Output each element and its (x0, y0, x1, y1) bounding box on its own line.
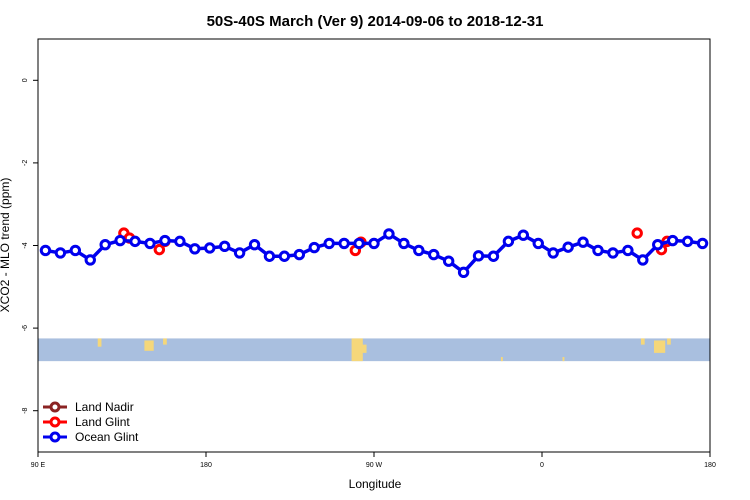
point-ocean-glint (233, 247, 246, 259)
point-land-glint (153, 243, 166, 256)
y-axis: 0 -2 -4 -6 -8 (22, 78, 38, 414)
land-patch (144, 340, 154, 351)
point-ocean-glint (383, 228, 395, 240)
land-patch (500, 357, 503, 362)
point-ocean-glint (517, 229, 530, 241)
point-ocean-glint (99, 238, 111, 251)
map-strip (38, 338, 710, 362)
legend-label: Ocean Glint (75, 430, 139, 444)
point-ocean-glint (69, 244, 82, 257)
y-tick-label: 0 (22, 78, 29, 82)
point-ocean-glint (114, 234, 126, 247)
x-axis-label: Longitude (349, 477, 402, 491)
ocean-band (38, 338, 710, 362)
point-ocean-glint (547, 247, 559, 259)
legend-label: Land Glint (75, 415, 130, 429)
legend-marker (49, 431, 61, 443)
point-ocean-glint (278, 250, 291, 262)
point-ocean-glint (637, 254, 649, 266)
point-ocean-glint (472, 250, 485, 262)
series-ocean-glint (39, 228, 709, 279)
point-ocean-glint (502, 235, 515, 248)
point-ocean-glint (174, 235, 186, 248)
x-tick-label: 180 (200, 462, 212, 469)
legend-marker (49, 416, 61, 428)
point-ocean-glint (428, 248, 440, 261)
point-ocean-glint (532, 237, 544, 250)
series-layer (39, 227, 709, 279)
point-ocean-glint (189, 243, 201, 255)
point-ocean-glint (487, 250, 500, 262)
y-tick-label: -2 (22, 160, 29, 166)
point-ocean-glint (353, 237, 365, 250)
point-ocean-glint (293, 248, 306, 261)
y-tick-label: -6 (22, 325, 29, 331)
x-axis: 90 E 180 90 W 0 180 (31, 452, 716, 469)
point-ocean-glint (84, 254, 96, 266)
point-ocean-glint (368, 237, 380, 250)
land-patch (640, 338, 645, 345)
x-tick-label: 90 W (366, 462, 383, 469)
point-land-glint (631, 227, 643, 239)
point-ocean-glint (607, 247, 619, 259)
point-ocean-glint (681, 235, 694, 248)
land-patch (97, 338, 102, 347)
point-ocean-glint (696, 237, 709, 250)
land-patch (163, 338, 167, 345)
point-ocean-glint (263, 250, 276, 262)
point-ocean-glint (39, 244, 52, 257)
point-ocean-glint (144, 237, 156, 250)
chart-title: 50S-40S March (Ver 9) 2014-09-06 to 2018… (207, 13, 544, 30)
point-ocean-glint (666, 234, 679, 247)
point-ocean-glint (248, 238, 261, 251)
land-patch (654, 340, 666, 353)
point-ocean-glint (413, 244, 425, 257)
land-patch (562, 357, 565, 362)
point-ocean-glint (204, 242, 216, 254)
legend-item-ocean-glint: Ocean Glint (43, 430, 139, 444)
y-axis-label: XCO2 - MLO trend (ppm) (0, 178, 12, 313)
y-tick-label: -8 (22, 407, 29, 413)
point-ocean-glint (218, 240, 231, 253)
land-patch (667, 338, 671, 345)
y-tick-label: -4 (22, 242, 29, 248)
point-ocean-glint (54, 247, 67, 259)
point-ocean-glint (159, 234, 171, 247)
point-ocean-glint (398, 237, 410, 250)
point-ocean-glint (323, 237, 335, 250)
x-tick-label: 180 (704, 462, 716, 469)
point-ocean-glint (442, 255, 455, 267)
point-ocean-glint (562, 241, 574, 253)
legend-marker (49, 401, 61, 413)
x-tick-label: 90 E (31, 462, 46, 469)
point-ocean-glint (129, 235, 141, 248)
legend-label: Land Nadir (75, 400, 134, 414)
point-ocean-glint (592, 244, 604, 257)
point-ocean-glint (622, 244, 634, 257)
point-ocean-glint (308, 241, 320, 254)
point-ocean-glint (577, 236, 589, 248)
legend-item-land-glint: Land Glint (43, 415, 130, 429)
legend-item-land-nadir: Land Nadir (43, 400, 134, 414)
point-ocean-glint (652, 238, 664, 251)
land-patch (353, 344, 367, 353)
x-tick-label: 0 (540, 462, 544, 469)
point-ocean-glint (457, 266, 470, 279)
point-ocean-glint (338, 237, 350, 250)
